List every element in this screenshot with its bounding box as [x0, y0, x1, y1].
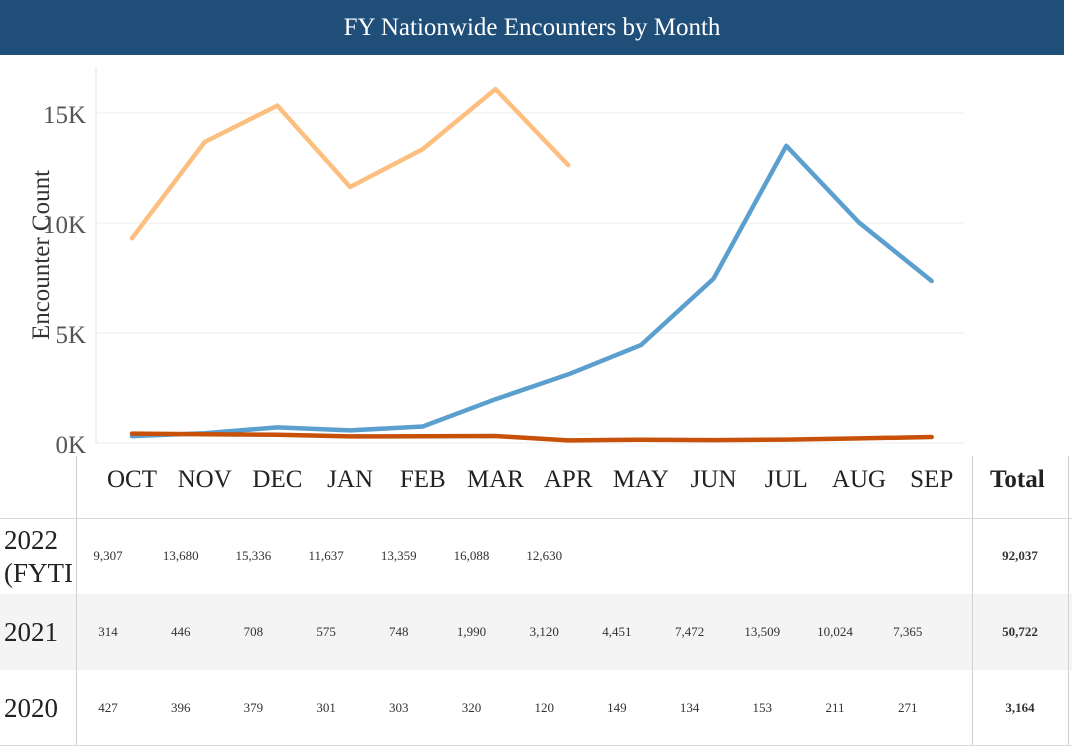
- x-tick-label: MAR: [467, 466, 524, 493]
- x-tick-label: JUN: [690, 466, 737, 493]
- row-year-suffix: (FYTI: [4, 558, 73, 588]
- table-cell: 15,336: [235, 548, 272, 563]
- table-cell: 120: [534, 700, 554, 715]
- y-tick-label: 15K: [43, 102, 86, 129]
- table-cell: 396: [170, 700, 191, 715]
- table-cell: 13,680: [162, 548, 199, 563]
- x-tick-label: DEC: [252, 466, 303, 493]
- row-year-label: 2022 (FYTI: [4, 524, 73, 590]
- table-cell: 320: [461, 700, 482, 715]
- x-tick-label: MAY: [612, 466, 669, 493]
- table-cell: 134: [679, 700, 700, 715]
- y-tick-label: 0K: [55, 432, 86, 455]
- x-tick-label: AUG: [831, 466, 887, 493]
- table-cell: 3,120: [529, 624, 559, 639]
- table-cell: 379: [243, 700, 264, 715]
- table-cell: 13,359: [380, 548, 417, 563]
- table-cell: 575: [316, 624, 336, 639]
- series-line-2022: [129, 86, 571, 241]
- y-tick-label: 10K: [43, 212, 86, 239]
- table-border: [76, 456, 77, 746]
- table-cell: 12,630: [526, 548, 563, 563]
- row-year-label: 2020: [4, 693, 58, 723]
- month-axis: OCT NOV DEC JAN FEB MAR APR MAY JUN JUL AUG SEP: [80, 456, 1072, 516]
- series-line-2020: [129, 431, 934, 443]
- table-cell: 271: [897, 700, 918, 715]
- table-cell: 708: [243, 624, 264, 639]
- series-line-2021: [129, 143, 934, 439]
- table-cell: 748: [389, 624, 409, 639]
- table-cell: 149: [607, 700, 627, 715]
- table-cell: 1,990: [456, 624, 487, 639]
- table-row: 2020 427 396 379 301 303 320 120 149 134 153 211 271…: [0, 670, 1072, 746]
- table-border: [972, 456, 973, 746]
- table-total-cell: 92,037: [1002, 548, 1038, 563]
- x-tick-label: OCT: [107, 466, 157, 493]
- x-tick-label: FEB: [399, 466, 446, 493]
- table-cell: 7,472: [674, 624, 705, 639]
- table-row: 2021 314 446 708 575 748 1,990 3,120 4,451 7,472 1…: [0, 594, 1072, 670]
- table-row: 2022 (FYTI 9,307 13,680 15,336 11,637 13,359 16…: [0, 518, 1072, 594]
- table-cell: 303: [389, 700, 409, 715]
- x-tick-label: JUL: [764, 466, 808, 493]
- table-total-cell: 50,722: [1002, 624, 1038, 639]
- chart-header: FY Nationwide Encounters by Month: [0, 0, 1064, 55]
- row-year: 2022: [4, 525, 58, 555]
- y-axis-label: Encounter Count: [28, 169, 55, 341]
- x-tick-label: APR: [543, 466, 593, 493]
- table-cell: 301: [316, 700, 336, 715]
- table-cell: 16,088: [453, 548, 490, 563]
- table-cell: 427: [98, 700, 118, 715]
- total-column-header: Total: [990, 466, 1045, 493]
- table-cell: 7,365: [893, 624, 923, 639]
- table-cell: 13,509: [744, 624, 781, 639]
- x-tick-label: NOV: [177, 466, 232, 493]
- x-tick-label: JAN: [327, 466, 374, 493]
- table-cell: 314: [98, 624, 118, 639]
- table-cell: 11,637: [308, 548, 344, 563]
- chart-title: FY Nationwide Encounters by Month: [343, 14, 721, 41]
- table-cell: 153: [752, 700, 773, 715]
- table-cell: 9,307: [93, 548, 123, 563]
- y-tick-label: 5K: [55, 322, 86, 349]
- row-year-label: 2021: [4, 617, 58, 647]
- table-border: [1068, 456, 1069, 746]
- line-chart: 0K 5K 10K 15K: [43, 67, 965, 455]
- table-border: [0, 745, 1072, 746]
- table-cell: 10,024: [817, 624, 853, 639]
- table-cell: 4,451: [602, 624, 632, 639]
- table-border: [0, 518, 1072, 519]
- table-total-cell: 3,164: [1005, 700, 1035, 715]
- table-cell: 446: [170, 624, 191, 639]
- x-tick-label: SEP: [910, 466, 954, 493]
- table-cell: 211: [825, 700, 845, 715]
